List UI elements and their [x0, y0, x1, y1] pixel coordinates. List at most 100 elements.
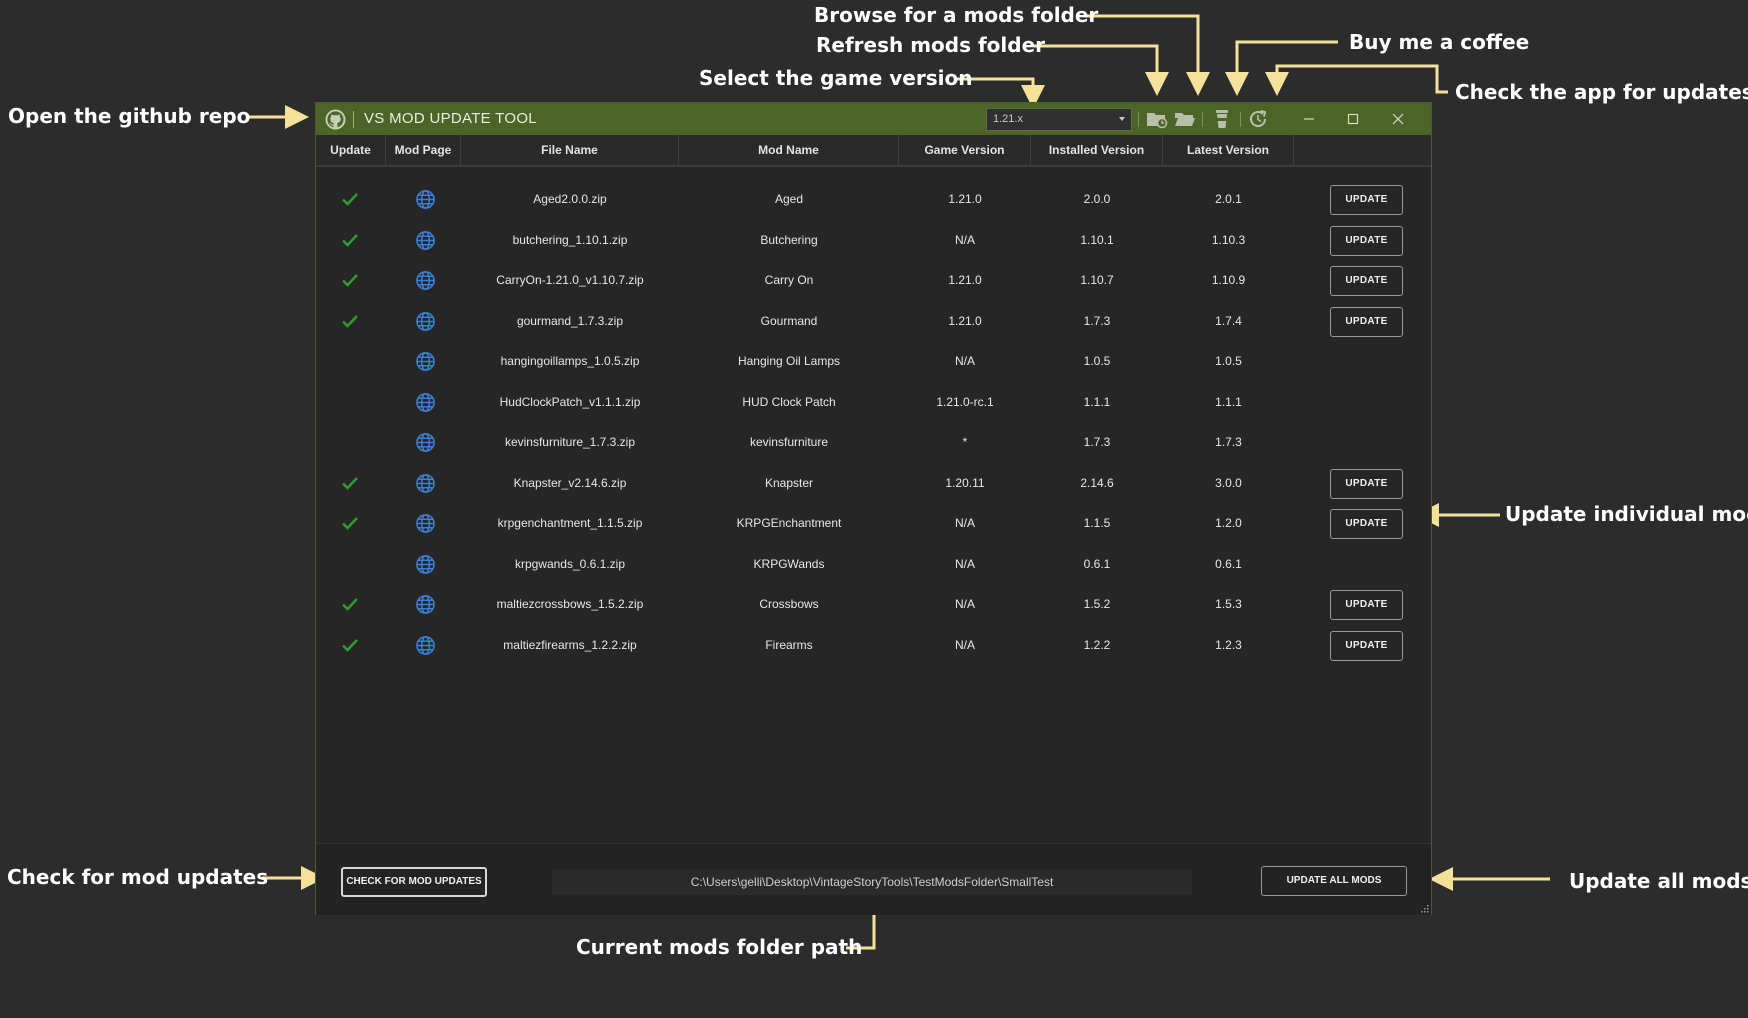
cell-mod-name: HUD Clock Patch: [742, 394, 836, 409]
app-title: VS MOD UPDATE TOOL: [364, 110, 537, 127]
header-file-name[interactable]: File Name: [461, 135, 679, 165]
cell-latest-version: 1.2.0: [1215, 516, 1242, 530]
globe-icon[interactable]: [415, 473, 436, 494]
globe-icon[interactable]: [415, 392, 436, 413]
close-icon[interactable]: [1384, 107, 1412, 131]
toolbar-separator: [1240, 112, 1241, 127]
update-mod-button[interactable]: UPDATE: [1330, 590, 1403, 620]
globe-icon[interactable]: [415, 554, 436, 575]
checkmark-icon[interactable]: [341, 515, 359, 531]
cell-game-version: N/A: [954, 637, 975, 652]
cell-file-name: Aged2.0.0.zip: [533, 192, 607, 206]
update-mod-button[interactable]: UPDATE: [1330, 468, 1403, 499]
annotation-app-updates: Check the app for updates: [1455, 80, 1748, 104]
cell-installed-version: 1.7.3: [1083, 435, 1111, 449]
header-mod-name[interactable]: Mod Name: [679, 135, 899, 165]
cell-file-name: HudClockPatch_v1.1.1.zip: [499, 394, 641, 409]
cell-latest-version: 2.0.1: [1215, 192, 1242, 206]
cell-file-name: gourmand_1.7.3.zip: [516, 313, 624, 328]
globe-icon[interactable]: [415, 270, 436, 291]
game-version-select[interactable]: 1.21.x: [986, 108, 1132, 131]
update-all-mods-button[interactable]: UPDATE ALL MODS: [1261, 866, 1407, 896]
globe-icon[interactable]: [415, 513, 436, 534]
check-for-mod-updates-button[interactable]: CHECK FOR MOD UPDATES: [341, 867, 487, 897]
globe-icon[interactable]: [415, 635, 436, 656]
checkmark-icon[interactable]: [341, 232, 359, 248]
cell-latest-version: 1.7.3: [1215, 435, 1242, 449]
cell-game-version: 1.20.11: [945, 475, 985, 490]
table-row: kevinsfurniture_1.7.3.zip kevinsfurniture…: [316, 422, 1431, 462]
toolbar-separator: [1138, 112, 1139, 127]
resize-grip-icon[interactable]: [1419, 903, 1429, 913]
cell-installed-version: 0.6.1: [1083, 556, 1111, 571]
update-mod-button[interactable]: UPDATE: [1330, 630, 1403, 661]
table-row: maltiezfirearms_1.2.2.zip Firearms N/A 1.2.…: [316, 625, 1431, 665]
cell-game-version: 1.21.0: [948, 273, 982, 287]
app-window: VS MOD UPDATE TOOL 1.21.x: [315, 102, 1432, 915]
cell-mod-name: Butchering: [760, 232, 818, 247]
cell-mod-name: kevinsfurniture: [749, 435, 829, 449]
cell-file-name: krpgwands_0.6.1.zip: [514, 556, 626, 571]
update-mod-button[interactable]: UPDATE: [1330, 306, 1403, 337]
cell-file-name: maltiezcrossbows_1.5.2.zip: [496, 597, 644, 611]
table-row: gourmand_1.7.3.zip Gourmand 1.21.0 1.7.3 1.7…: [316, 301, 1431, 341]
cell-mod-name: KRPGWands: [753, 556, 825, 571]
cell-installed-version: 1.1.1: [1083, 394, 1111, 409]
checkmark-icon[interactable]: [341, 475, 359, 491]
checkmark-icon[interactable]: [341, 596, 359, 612]
checkmark-icon[interactable]: [341, 313, 359, 329]
checkmark-icon[interactable]: [341, 637, 359, 653]
globe-icon[interactable]: [415, 594, 436, 615]
cell-mod-name: Firearms: [765, 637, 813, 652]
cell-latest-version: 3.0.0: [1215, 475, 1242, 490]
update-mod-button[interactable]: UPDATE: [1330, 266, 1403, 296]
cell-latest-version: 1.2.3: [1215, 637, 1242, 652]
checkmark-icon[interactable]: [341, 191, 359, 207]
cell-game-version: 1.21.0-rc.1: [936, 394, 994, 409]
checkmark-icon[interactable]: [341, 272, 359, 288]
cell-file-name: CarryOn-1.21.0_v1.10.7.zip: [496, 273, 644, 287]
globe-icon[interactable]: [415, 351, 436, 372]
cell-file-name: krpgenchantment_1.1.5.zip: [497, 516, 643, 530]
refresh-app-icon[interactable]: [1247, 108, 1271, 130]
annotation-refresh: Refresh mods folder: [816, 33, 1046, 57]
update-mod-button[interactable]: UPDATE: [1330, 509, 1403, 539]
annotation-path: Current mods folder path: [576, 935, 863, 959]
game-version-value: 1.21.x: [993, 113, 1023, 125]
globe-icon[interactable]: [415, 189, 436, 210]
globe-icon[interactable]: [415, 432, 436, 453]
header-game-version[interactable]: Game Version: [899, 135, 1031, 165]
cell-latest-version: 1.10.3: [1211, 232, 1246, 247]
github-icon[interactable]: [325, 109, 346, 130]
globe-icon[interactable]: [415, 311, 436, 332]
header-installed-version[interactable]: Installed Version: [1031, 135, 1163, 165]
cell-game-version: *: [962, 435, 968, 449]
table-header: Update Mod Page File Name Mod Name Game …: [316, 135, 1431, 167]
cell-mod-name: Carry On: [764, 273, 814, 287]
cell-game-version: N/A: [954, 354, 975, 368]
coffee-cup-icon[interactable]: [1210, 108, 1234, 130]
annotation-github: Open the github repo: [8, 104, 251, 128]
cell-game-version: N/A: [954, 516, 975, 530]
table-row: CarryOn-1.21.0_v1.10.7.zip Carry On 1.21.0…: [316, 260, 1431, 300]
cell-latest-version: 1.5.3: [1215, 597, 1242, 611]
header-mod-page[interactable]: Mod Page: [386, 135, 461, 165]
minimize-icon[interactable]: [1295, 107, 1323, 131]
cell-game-version: 1.21.0: [948, 313, 982, 328]
annotation-game-version: Select the game version: [699, 66, 973, 90]
table-row: butchering_1.10.1.zip Butchering N/A 1.10.1…: [316, 220, 1431, 260]
globe-icon[interactable]: [415, 230, 436, 251]
cell-installed-version: 1.10.1: [1080, 232, 1114, 247]
cell-installed-version: 1.1.5: [1083, 516, 1111, 530]
refresh-folder-icon[interactable]: [1145, 108, 1169, 130]
maximize-icon[interactable]: [1339, 107, 1367, 131]
cell-file-name: hangingoillamps_1.0.5.zip: [500, 354, 640, 368]
title-separator: [353, 111, 354, 128]
update-mod-button[interactable]: UPDATE: [1330, 225, 1403, 256]
header-latest-version[interactable]: Latest Version: [1163, 135, 1294, 165]
header-update[interactable]: Update: [316, 135, 386, 165]
title-bar: VS MOD UPDATE TOOL 1.21.x: [316, 103, 1431, 135]
update-mod-button[interactable]: UPDATE: [1330, 185, 1403, 215]
open-folder-icon[interactable]: [1173, 108, 1197, 130]
cell-game-version: N/A: [954, 232, 975, 247]
